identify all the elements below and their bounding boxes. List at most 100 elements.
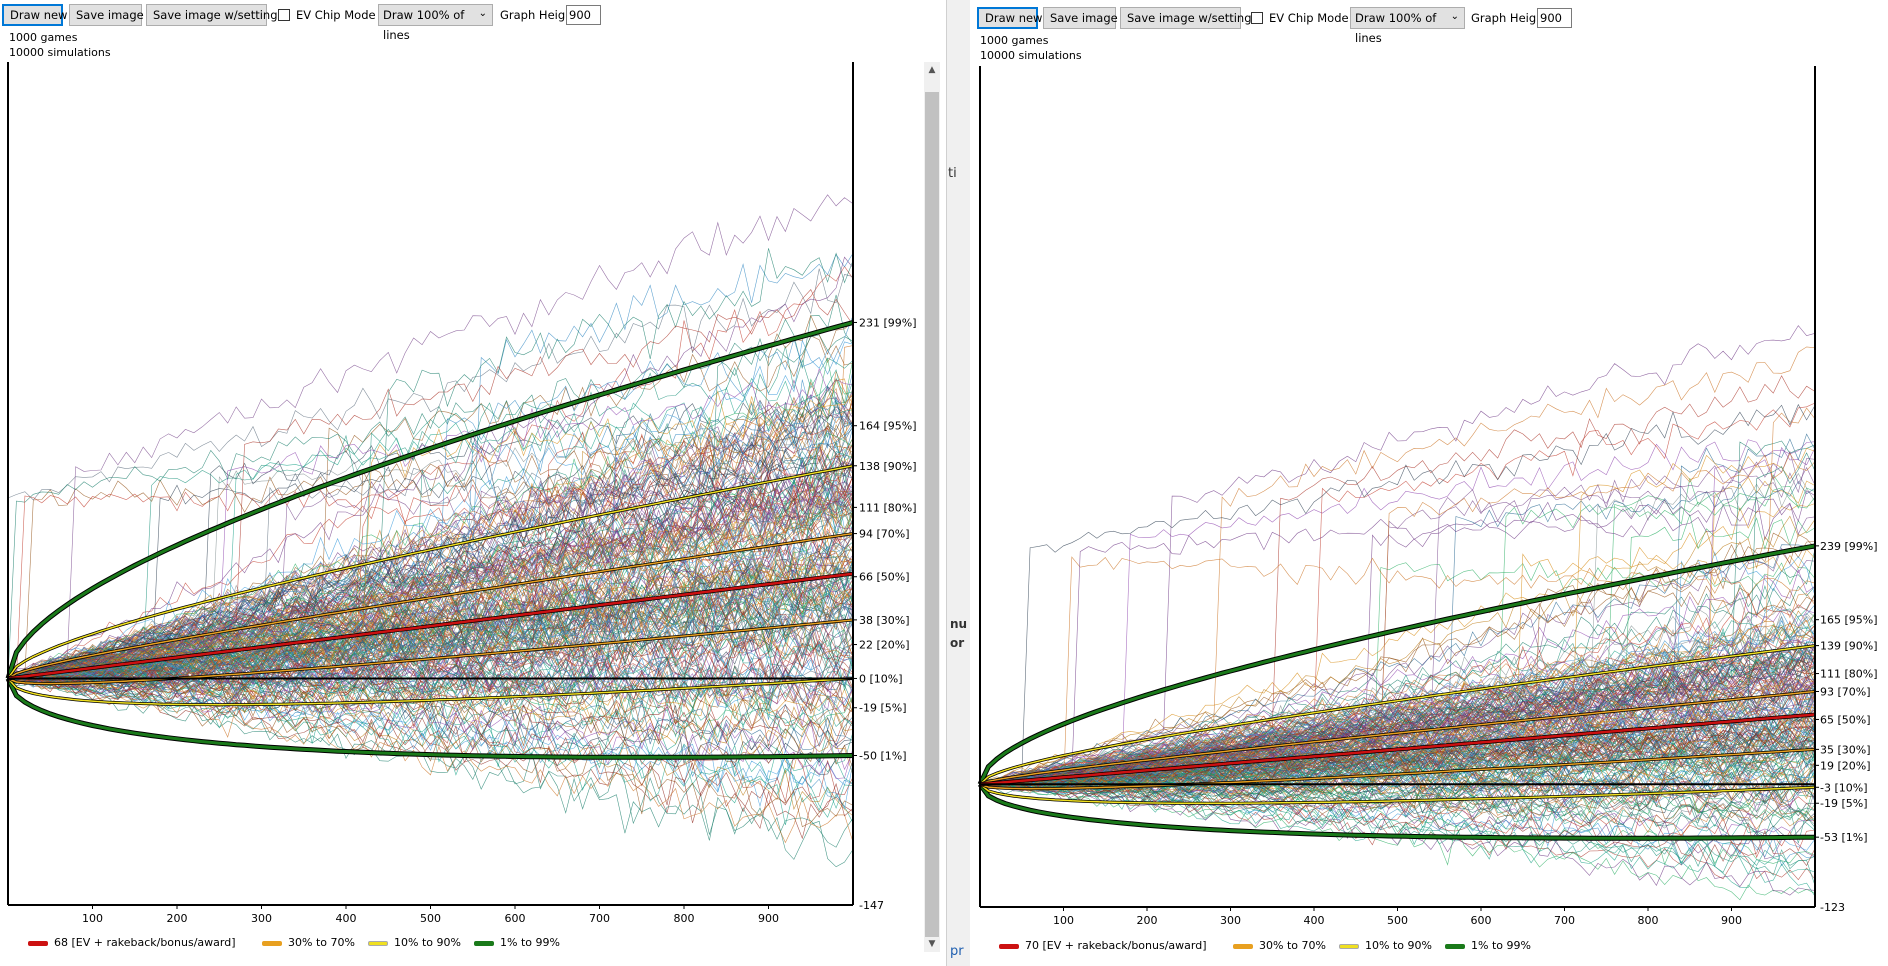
legend-10-90-label: 10% to 90% xyxy=(1365,939,1432,952)
legend-30-70: 30% to 70% xyxy=(262,936,355,949)
summary-info: 1000 games 10000 simulations xyxy=(9,30,111,60)
simulation-line xyxy=(7,265,854,680)
simulation-line xyxy=(979,652,1816,784)
simulation-line xyxy=(979,783,1816,901)
simulation-line xyxy=(7,248,854,681)
percentile-label: 93 [70%] xyxy=(1820,686,1871,699)
simulation-line xyxy=(7,377,854,678)
x-tick-label: 600 xyxy=(505,912,526,925)
legend-30-70-label: 30% to 70% xyxy=(1259,939,1326,952)
simulation-line xyxy=(7,675,854,817)
simulation-line xyxy=(979,452,1816,784)
simulation-line xyxy=(7,459,854,689)
percentile-label: 35 [30%] xyxy=(1820,743,1871,756)
save-image-button[interactable]: Save image xyxy=(69,4,144,26)
simulations-count: 10000 simulations xyxy=(9,46,111,59)
percentile-90-curve xyxy=(7,465,854,679)
percentile-label: 239 [99%] xyxy=(1820,540,1878,553)
legend-swatch-yellow xyxy=(1339,943,1359,949)
background-text-fragment: nu xyxy=(950,617,968,631)
simulation-line xyxy=(979,620,1816,784)
bankroll-chart: 100 200 300 400 500 600 700 800 900 239 [99%] 165 … xyxy=(977,66,1878,927)
graph-height-input[interactable]: 900 xyxy=(566,5,601,25)
simulation-window-left: Draw new Save image Save image w/setting… xyxy=(0,0,946,966)
bottom-value-label: -147 xyxy=(859,899,884,912)
percentile-10-curve xyxy=(7,677,854,706)
x-tick-label: 300 xyxy=(1220,914,1241,927)
x-tick-label: 900 xyxy=(1721,914,1742,927)
legend-ev: 70 [EV + rakeback/bonus/award] xyxy=(999,939,1207,952)
simulation-line xyxy=(979,485,1816,787)
simulation-line xyxy=(979,716,1816,786)
percentile-10-curve xyxy=(979,783,1816,805)
scroll-thumb[interactable] xyxy=(925,92,939,937)
simulation-line xyxy=(7,673,854,732)
ev-chip-mode-checkbox[interactable] xyxy=(1251,12,1263,24)
simulation-line xyxy=(979,779,1816,868)
legend-ev-label: 68 [EV + rakeback/bonus/award] xyxy=(54,936,236,949)
simulation-line xyxy=(979,583,1816,786)
simulation-line xyxy=(7,500,854,682)
percentile-label: 38 [30%] xyxy=(859,614,910,627)
legend-10-90: 10% to 90% xyxy=(1339,939,1432,952)
percentile-label: 231 [99%] xyxy=(859,316,917,329)
x-tick-label: 300 xyxy=(251,912,272,925)
save-image-button[interactable]: Save image xyxy=(1043,7,1118,29)
percentile-label: 138 [90%] xyxy=(859,460,917,473)
legend-swatch-red xyxy=(28,940,48,946)
legend-swatch-yellow xyxy=(368,940,388,946)
vertical-scrollbar[interactable]: ▲ ▼ xyxy=(924,62,940,952)
simulation-line xyxy=(979,608,1816,786)
draw-lines-select[interactable]: Draw 100% of lines ⌄ xyxy=(1350,7,1465,45)
simulation-line xyxy=(7,676,854,747)
simulation-line xyxy=(7,268,854,501)
percentile-30-curve xyxy=(979,748,1816,790)
chevron-down-icon: ⌄ xyxy=(478,8,487,19)
draw-lines-value: Draw 100% of lines xyxy=(1355,11,1437,45)
percentile-label: 66 [50%] xyxy=(859,571,910,584)
simulation-line xyxy=(7,256,854,680)
background-text-fragment: ti xyxy=(948,166,957,181)
percentile-label: -53 [1%] xyxy=(1820,831,1868,844)
ev-chip-mode-checkbox[interactable] xyxy=(278,9,290,21)
x-tick-label: 100 xyxy=(82,912,103,925)
simulation-line xyxy=(979,375,1816,786)
simulation-line xyxy=(7,678,854,844)
draw-lines-select[interactable]: Draw 100% of lines ⌄ xyxy=(378,4,493,42)
graph-height-input[interactable]: 900 xyxy=(1537,8,1572,28)
legend-ev: 68 [EV + rakeback/bonus/award] xyxy=(28,936,236,949)
summary-info: 1000 games 10000 simulations xyxy=(980,33,1082,63)
x-tick-label: 400 xyxy=(336,912,357,925)
percentile-label: 19 [20%] xyxy=(1820,759,1871,772)
ev-line xyxy=(979,713,1816,786)
x-tick-label: 600 xyxy=(1471,914,1492,927)
legend-swatch-green xyxy=(474,940,494,946)
percentile-label: 164 [95%] xyxy=(859,420,917,433)
simulation-line xyxy=(7,485,854,680)
graph-height-label: Graph Height: xyxy=(500,8,581,22)
draw-new-button[interactable]: Draw new xyxy=(2,4,67,26)
scroll-down-icon[interactable]: ▼ xyxy=(928,939,936,949)
simulation-line xyxy=(7,481,854,694)
x-tick-label: 400 xyxy=(1304,914,1325,927)
percentile-label: -50 [1%] xyxy=(859,750,907,763)
simulation-line xyxy=(979,556,1816,793)
ev-chip-mode-label: EV Chip Mode xyxy=(1269,11,1349,25)
simulation-line xyxy=(7,390,854,682)
percentile-99-curve xyxy=(6,321,854,679)
simulation-line xyxy=(7,450,854,680)
scroll-up-icon[interactable]: ▲ xyxy=(928,65,936,75)
simulation-line xyxy=(7,636,854,693)
legend-swatch-orange xyxy=(262,940,282,946)
percentile-label: 22 [20%] xyxy=(859,639,910,652)
legend-1-99: 1% to 99% xyxy=(474,936,560,949)
percentile-label: 139 [90%] xyxy=(1820,640,1878,653)
simulation-line xyxy=(979,783,1816,855)
save-image-settings-button[interactable]: Save image w/settings xyxy=(146,4,284,26)
x-tick-label: 800 xyxy=(1638,914,1659,927)
simulation-line xyxy=(979,346,1816,787)
save-image-settings-button[interactable]: Save image w/settings xyxy=(1120,7,1258,29)
simulation-line xyxy=(7,673,854,753)
draw-new-button[interactable]: Draw new xyxy=(977,7,1042,29)
games-count: 1000 games xyxy=(980,34,1049,47)
